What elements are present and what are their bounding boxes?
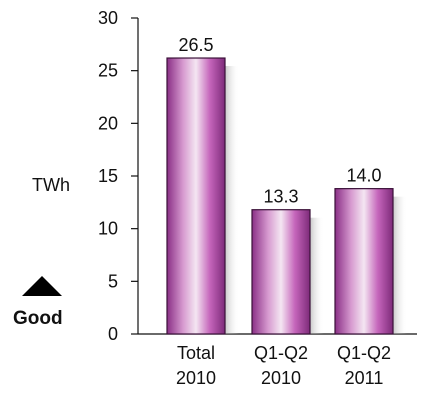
category-label-line1: Q1-Q2 (337, 343, 391, 363)
category-label-line1: Q1-Q2 (254, 343, 308, 363)
y-tick-label: 25 (98, 61, 118, 81)
data-label: 13.3 (263, 187, 298, 207)
good-label: Good (13, 308, 63, 329)
y-tick-label: 5 (108, 271, 118, 291)
y-tick-label: 0 (108, 324, 118, 344)
bar-shadow (310, 217, 324, 334)
triangle-up-icon (22, 276, 62, 296)
good-indicator: Good (13, 276, 63, 329)
y-tick-label: 15 (98, 166, 118, 186)
y-tick-label: 30 (98, 8, 118, 28)
category-label-line2: 2010 (176, 368, 216, 388)
data-label: 26.5 (178, 35, 213, 55)
data-label: 14.0 (346, 166, 381, 186)
category-label-line2: 2011 (345, 368, 384, 388)
bar-shadow (393, 196, 407, 334)
bar-shadow (225, 66, 239, 334)
y-tick-label: 10 (98, 219, 118, 239)
y-axis-label: TWh (32, 175, 70, 195)
bar (334, 188, 394, 335)
category-label-line1: Total (177, 343, 215, 363)
y-tick-label: 20 (98, 113, 118, 133)
bar (166, 57, 226, 335)
bar (251, 209, 311, 335)
category-label-line2: 2010 (261, 368, 301, 388)
